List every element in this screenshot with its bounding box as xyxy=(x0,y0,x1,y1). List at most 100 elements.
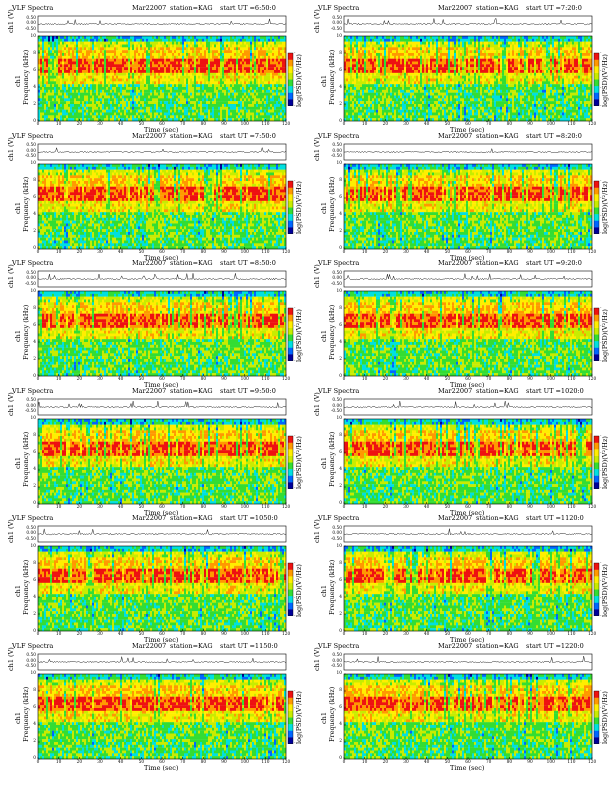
panel-title: VLF Spectra xyxy=(12,514,53,523)
x-tick-label: 120 xyxy=(588,377,596,382)
vlf-panel: VLF Spectra Mar22007 station=KAG start UT =… xyxy=(308,514,609,644)
x-tick-label: 20 xyxy=(75,760,83,765)
y-tick-label: 2 xyxy=(335,229,342,234)
waveform-trace xyxy=(37,400,287,408)
waveform-tick-label: 0.50 xyxy=(330,526,342,531)
x-tick-label: 0 xyxy=(34,250,42,255)
waveform-axes xyxy=(37,653,287,670)
waveform-tick-label: -0.50 xyxy=(330,409,342,414)
x-tick-label: 70 xyxy=(485,377,493,382)
colorbar-frame xyxy=(287,180,294,234)
x-axis-label: Time (sec) xyxy=(144,764,178,772)
waveform-tick-label: -0.50 xyxy=(330,282,342,287)
x-axis-label: Time (sec) xyxy=(144,636,178,644)
waveform-axis-label: ch1 (V) xyxy=(313,392,321,416)
y-axis-label: Frequency (kHz) xyxy=(22,687,30,742)
panel-station: station=KAG xyxy=(170,132,213,141)
series-label: ch1 xyxy=(320,457,328,469)
y-tick-label: 0 xyxy=(29,246,36,251)
panel-title: VLF Spectra xyxy=(318,642,359,651)
x-tick-label: 50 xyxy=(137,122,145,127)
y-tick-label: 0 xyxy=(29,374,36,379)
panel-plot-area xyxy=(37,143,294,249)
y-tick-label: 8 xyxy=(335,433,342,438)
vlf-panel: VLF Spectra Mar22007 station=KAG start UT =… xyxy=(2,259,303,389)
x-tick-label: 100 xyxy=(547,760,555,765)
colorbar-label: log(PSD)(V²/Hz) xyxy=(601,181,609,234)
colorbar-tick-label: - xyxy=(600,86,601,90)
y-tick-label: 6 xyxy=(335,450,342,455)
waveform-axis-label: ch1 (V) xyxy=(313,647,321,671)
panel-date: Mar22007 xyxy=(132,387,166,396)
colorbar xyxy=(594,53,599,106)
colorbar-tick-label: - xyxy=(294,578,295,583)
colorbar-tick-label: - xyxy=(294,561,295,565)
x-tick-label: 20 xyxy=(381,122,389,127)
x-tick-label: 60 xyxy=(464,250,472,255)
x-tick-label: 40 xyxy=(423,632,431,637)
colorbar-tick-label: - xyxy=(294,688,295,693)
colorbar-tick-label: - xyxy=(294,433,295,438)
y-tick-label: 10 xyxy=(335,289,342,294)
x-tick-label: 20 xyxy=(75,122,83,127)
x-tick-label: 120 xyxy=(282,760,290,765)
y-tick-label: 2 xyxy=(335,484,342,489)
x-tick-label: 120 xyxy=(282,505,290,510)
colorbar-tick-label: - xyxy=(600,706,601,710)
x-tick-label: 30 xyxy=(96,760,104,765)
colorbar-frame xyxy=(287,307,294,361)
waveform-tick-label: 0.00 xyxy=(24,404,36,409)
colorbar-tick-label: - xyxy=(600,51,601,55)
y-tick-label: 8 xyxy=(335,306,342,311)
x-tick-label: 120 xyxy=(588,632,596,637)
x-tick-label: 90 xyxy=(526,377,534,382)
waveform-tick-label: 0.50 xyxy=(24,526,36,531)
y-tick-label: 2 xyxy=(335,102,342,107)
waveform-axis-label: ch1 (V) xyxy=(7,519,15,543)
waveform-tick-label: 0.00 xyxy=(24,531,36,536)
colorbar-frame xyxy=(593,562,600,616)
y-tick-label: 2 xyxy=(335,612,342,617)
panel-date: Mar22007 xyxy=(132,4,166,13)
y-tick-label: 10 xyxy=(29,161,36,166)
x-tick-label: 60 xyxy=(158,250,166,255)
colorbar xyxy=(288,690,293,744)
y-tick-label: 2 xyxy=(29,102,36,107)
series-label: ch1 xyxy=(320,712,328,724)
y-tick-label: 0 xyxy=(29,629,36,634)
colorbar-label: log(PSD)(V²/Hz) xyxy=(601,436,609,489)
y-tick-label: 8 xyxy=(335,178,342,183)
x-tick-label: 100 xyxy=(241,760,249,765)
x-tick-label: 100 xyxy=(241,632,249,637)
panel-date: Mar22007 xyxy=(438,4,472,13)
x-tick-label: 80 xyxy=(199,632,207,637)
x-tick-label: 20 xyxy=(381,632,389,637)
colorbar-tick-label: - xyxy=(294,103,295,108)
x-tick-label: 20 xyxy=(75,377,83,382)
panel-start-time: start UT =9:50:0 xyxy=(220,387,276,396)
panel-plot-area xyxy=(343,143,600,249)
x-tick-label: 10 xyxy=(361,505,369,510)
x-tick-label: 0 xyxy=(340,632,348,637)
x-tick-label: 110 xyxy=(567,760,575,765)
y-tick-label: 4 xyxy=(29,722,36,727)
x-tick-label: 120 xyxy=(588,505,596,510)
panel-title: VLF Spectra xyxy=(12,259,53,268)
x-tick-label: 60 xyxy=(158,632,166,637)
x-tick-label: 70 xyxy=(485,632,493,637)
colorbar-tick-label: - xyxy=(294,451,295,455)
y-tick-label: 0 xyxy=(335,246,342,251)
x-tick-label: 60 xyxy=(464,505,472,510)
y-tick-label: 2 xyxy=(29,484,36,489)
x-tick-label: 100 xyxy=(547,250,555,255)
x-tick-label: 40 xyxy=(117,122,125,127)
x-tick-label: 90 xyxy=(526,122,534,127)
x-tick-label: 60 xyxy=(158,760,166,765)
y-tick-label: 4 xyxy=(29,85,36,90)
y-tick-label: 0 xyxy=(335,501,342,506)
x-tick-label: 20 xyxy=(381,505,389,510)
x-tick-label: 0 xyxy=(340,122,348,127)
x-tick-label: 0 xyxy=(34,632,42,637)
colorbar-label: log(PSD)(V²/Hz) xyxy=(295,309,303,362)
x-tick-label: 30 xyxy=(402,632,410,637)
